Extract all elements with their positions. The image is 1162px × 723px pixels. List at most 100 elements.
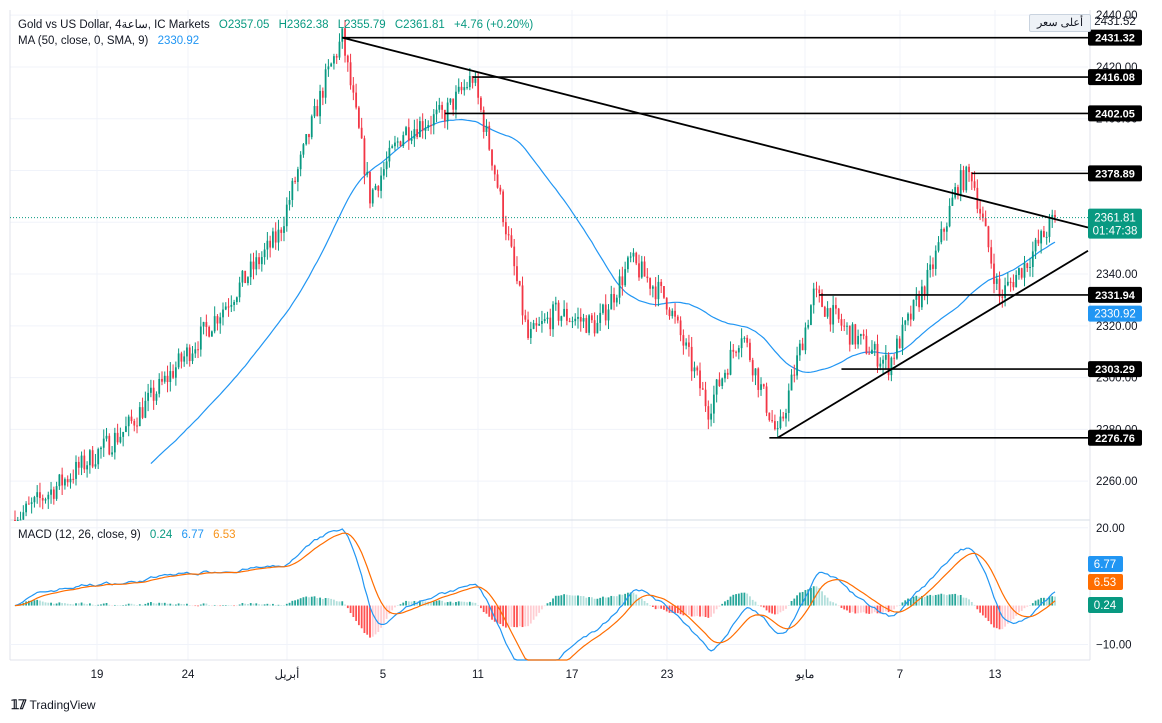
macd-histogram-bar [890, 605, 893, 611]
macd-histogram-bar [244, 603, 247, 606]
macd-histogram-bar [840, 605, 843, 608]
macd-histogram-bar [258, 604, 260, 606]
macd-histogram-bar [957, 595, 959, 606]
macd-histogram-bar [596, 598, 599, 606]
macd-histogram-bar [532, 605, 535, 620]
candle-body [749, 342, 751, 361]
candle-body [380, 175, 382, 191]
candle-body [102, 438, 105, 448]
candle-body [241, 270, 244, 283]
macd-histogram-bar [712, 605, 715, 614]
macd-histogram-bar [136, 605, 138, 606]
candle-body [113, 432, 116, 453]
macd-histogram-bar [1048, 596, 1051, 606]
candle-body [638, 263, 640, 278]
candle-body [133, 420, 136, 426]
macd-histogram-bar [607, 597, 610, 606]
candle-body [443, 109, 446, 122]
candle-body [310, 116, 313, 138]
macd-histogram-bar [388, 605, 391, 615]
macd-histogram-bar [685, 605, 688, 616]
macd-value-tag [1088, 556, 1123, 572]
tradingview-watermark[interactable]: 𝟙𝟟 TradingView [11, 697, 96, 713]
candle-body [316, 106, 319, 117]
candle-body [882, 359, 884, 364]
candle-body [283, 226, 285, 233]
candle-body [180, 353, 183, 362]
macd-histogram-bar [737, 593, 740, 606]
candle-body [366, 171, 369, 175]
macd-histogram-bar [865, 605, 868, 614]
macd-histogram-bar [496, 605, 499, 624]
macd-histogram-bar [310, 596, 313, 606]
macd-histogram-bar [773, 605, 776, 615]
candle-body [1004, 285, 1006, 298]
macd-histogram-bar [912, 596, 915, 606]
candle-body [341, 28, 344, 42]
candle-body [216, 316, 219, 324]
candle-body [313, 106, 316, 117]
candle-body [773, 421, 776, 430]
candle-body [754, 368, 757, 376]
macd-histogram-bar [355, 605, 358, 621]
candle-body [163, 375, 166, 382]
candle-body [943, 228, 945, 232]
level-price-label: 2378.89 [1095, 168, 1135, 180]
candle-body [480, 97, 482, 110]
candle-body [247, 277, 249, 284]
macd-histogram-bar [604, 597, 607, 606]
macd-histogram-bar [973, 604, 976, 606]
candle-body [579, 316, 582, 322]
macd-histogram-bar [166, 603, 169, 606]
macd-histogram-bar [998, 605, 1001, 630]
candle-body [263, 249, 266, 258]
candle-body [771, 420, 774, 422]
candle-body [751, 360, 754, 376]
time-tick-label: 23 [661, 669, 674, 681]
candle-body [1040, 231, 1043, 244]
macd-histogram-bar [111, 605, 113, 607]
macd-histogram-bar [829, 601, 832, 606]
candle-body [627, 257, 629, 270]
candle-body [981, 213, 984, 219]
candle-body [712, 394, 715, 414]
macd-histogram-bar [174, 604, 177, 606]
macd-histogram-bar [316, 598, 319, 606]
price-axis[interactable]: 2260.002280.002300.002320.002340.002360.… [1088, 10, 1142, 651]
macd-histogram-bar [682, 605, 685, 616]
macd-histogram-bar [283, 605, 285, 606]
candle-body [585, 318, 588, 333]
macd-histogram-bar [796, 595, 798, 606]
candle-body [970, 172, 973, 182]
candle-body [565, 308, 568, 321]
candle-body [901, 324, 904, 349]
macd-layer [14, 528, 1056, 661]
candle-body [688, 342, 690, 347]
macd-histogram-bar [618, 594, 621, 606]
low-value: L2355.79 [337, 19, 386, 31]
candle-body [718, 379, 721, 386]
level-price-label: 2331.94 [1095, 290, 1136, 302]
candle-body [674, 310, 676, 317]
candle-body [61, 474, 64, 486]
macd-histogram-bar [1045, 598, 1048, 606]
macd-histogram-bar [199, 604, 202, 606]
candle-body [355, 92, 358, 108]
macd-histogram-bar [651, 605, 654, 607]
macd-histogram-bar [876, 605, 879, 614]
macd-histogram-bar [80, 602, 83, 606]
candle-body [432, 114, 435, 126]
candle-body [285, 204, 288, 227]
macd-histogram-bar [507, 605, 510, 628]
level-price-tag [1088, 29, 1142, 46]
candle-body [668, 309, 671, 317]
macd-histogram-bar [968, 599, 970, 606]
macd-histogram-bar [757, 604, 760, 606]
candle-body [660, 281, 663, 287]
candle-body [957, 187, 959, 195]
candle-body [14, 520, 16, 521]
candle-body [419, 121, 421, 138]
candle-body [396, 141, 399, 143]
time-axis[interactable]: 19 24 أبريل 5 11 17 23 مايو 7 13 [91, 666, 1002, 681]
